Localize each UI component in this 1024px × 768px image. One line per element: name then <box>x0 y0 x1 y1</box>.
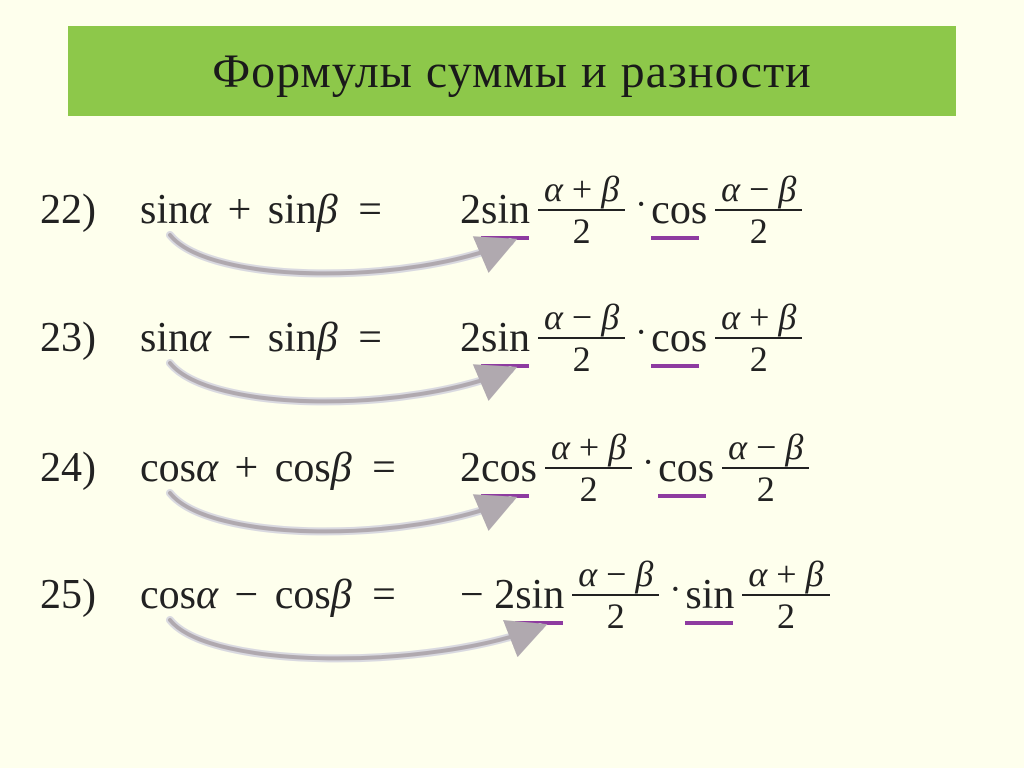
trig-func: sin <box>140 187 189 233</box>
alpha-symbol: α <box>196 445 218 491</box>
cdot: · <box>665 568 685 610</box>
coefficient: 2 <box>460 444 481 492</box>
trig-func: sin <box>481 186 532 234</box>
trig-func: sin <box>268 315 317 361</box>
alpha-symbol: α <box>189 315 211 361</box>
accent-underline <box>651 236 699 240</box>
equals-sign: = <box>362 572 402 618</box>
alpha-symbol: α <box>196 572 218 618</box>
trig-func: cos <box>275 445 331 491</box>
beta-symbol: β <box>331 572 352 618</box>
fraction: α + β 2 <box>538 171 625 249</box>
trig-func: cos <box>140 445 196 491</box>
trig-func: cos <box>658 444 716 492</box>
operator: + <box>222 187 258 233</box>
row-number: 23) <box>40 314 140 362</box>
lhs: cosα + cosβ = <box>140 444 460 492</box>
fraction: α + β 2 <box>545 429 632 507</box>
formula-row-25: 25) cosα − cosβ = − 2 sin α − β 2 · sin … <box>40 535 1004 655</box>
beta-symbol: β <box>317 187 338 233</box>
trig-func: sin <box>515 571 566 619</box>
fraction: α + β 2 <box>715 299 802 377</box>
row-number: 25) <box>40 571 140 619</box>
accent-underline <box>481 364 529 368</box>
rhs: − 2 sin α − β 2 · sin α + β 2 <box>460 556 836 634</box>
fraction: α − β 2 <box>715 171 802 249</box>
accent-underline <box>481 236 529 240</box>
row-number: 22) <box>40 186 140 234</box>
lhs: sinα + sinβ = <box>140 186 460 234</box>
cdot: · <box>631 311 651 353</box>
lhs: cosα − cosβ = <box>140 571 460 619</box>
cdot: · <box>638 441 658 483</box>
beta-symbol: β <box>331 445 352 491</box>
lhs: sinα − sinβ = <box>140 314 460 362</box>
equals-sign: = <box>362 445 402 491</box>
trig-func: sin <box>481 314 532 362</box>
operator: + <box>229 445 265 491</box>
fraction: α − β 2 <box>538 299 625 377</box>
beta-symbol: β <box>317 315 338 361</box>
trig-func: cos <box>481 444 539 492</box>
formula-row-23: 23) sinα − sinβ = 2 sin α − β 2 · cos α … <box>40 278 1004 398</box>
equals-sign: = <box>348 315 388 361</box>
coefficient: − 2 <box>460 571 515 619</box>
fraction: α − β 2 <box>572 556 659 634</box>
trig-func: cos <box>275 572 331 618</box>
alpha-symbol: α <box>189 187 211 233</box>
accent-underline <box>685 621 733 625</box>
trig-func: sin <box>268 187 317 233</box>
trig-func: cos <box>651 186 709 234</box>
trig-func: sin <box>685 571 736 619</box>
formula-row-24: 24) cosα + cosβ = 2 cos α + β 2 · cos α … <box>40 408 1004 528</box>
rhs: 2 sin α − β 2 · cos α + β 2 <box>460 299 808 377</box>
trig-func: cos <box>651 314 709 362</box>
accent-underline <box>515 621 563 625</box>
accent-underline <box>658 494 706 498</box>
trig-func: cos <box>140 572 196 618</box>
operator: − <box>222 315 258 361</box>
slide-title: Формулы суммы и разности <box>212 44 812 99</box>
trig-func: sin <box>140 315 189 361</box>
rhs: 2 cos α + β 2 · cos α − β 2 <box>460 429 815 507</box>
accent-underline <box>651 364 699 368</box>
fraction: α + β 2 <box>742 556 829 634</box>
title-band: Формулы суммы и разности <box>68 26 956 116</box>
equals-sign: = <box>348 187 388 233</box>
slide: Формулы суммы и разности 22) sinα + sinβ… <box>0 0 1024 768</box>
formula-row-22: 22) sinα + sinβ = 2 sin α + β 2 · cos α … <box>40 150 1004 270</box>
cdot: · <box>631 183 651 225</box>
row-number: 24) <box>40 444 140 492</box>
rhs: 2 sin α + β 2 · cos α − β 2 <box>460 171 808 249</box>
operator: − <box>229 572 265 618</box>
accent-underline <box>481 494 529 498</box>
coefficient: 2 <box>460 186 481 234</box>
coefficient: 2 <box>460 314 481 362</box>
fraction: α − β 2 <box>722 429 809 507</box>
